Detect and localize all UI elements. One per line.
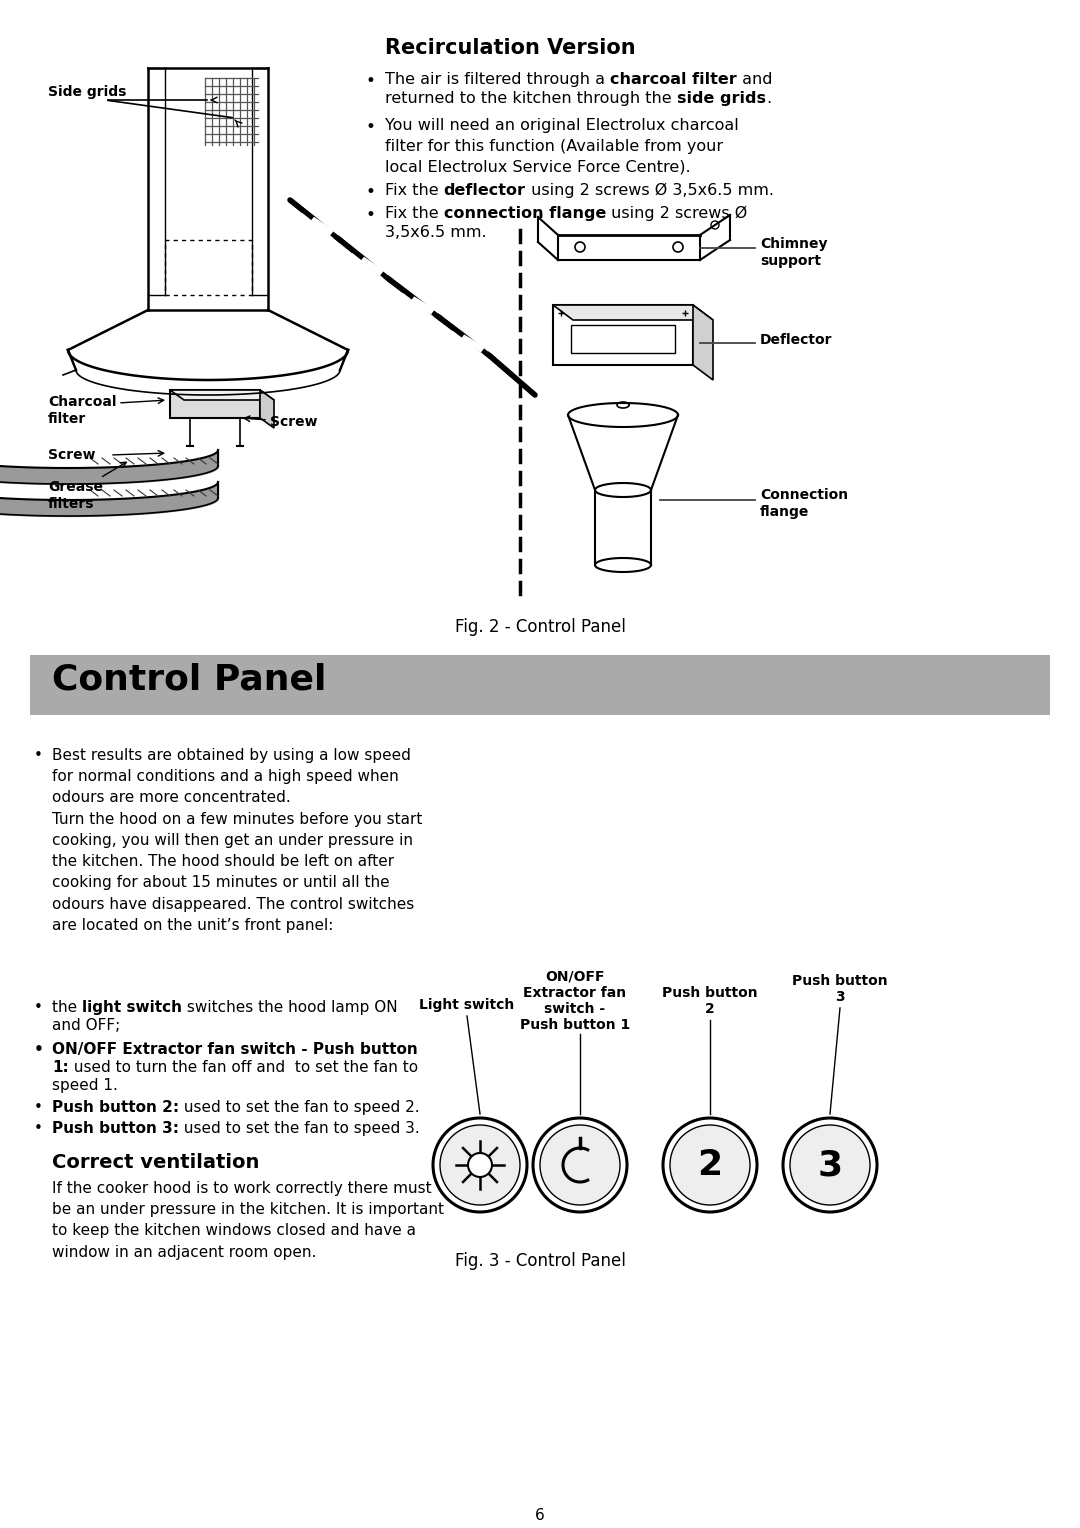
Text: Push button 1: Push button 1: [519, 1018, 630, 1031]
Text: 3,5x6.5 mm.: 3,5x6.5 mm.: [384, 225, 487, 240]
Bar: [571, 325, 675, 353]
Circle shape: [440, 1125, 519, 1206]
Text: 3: 3: [818, 1148, 842, 1183]
Text: Correct ventilation: Correct ventilation: [52, 1154, 259, 1172]
Text: Connection
flange: Connection flange: [760, 487, 848, 520]
Text: used to set the fan to speed 3.: used to set the fan to speed 3.: [179, 1122, 420, 1135]
Text: Push button 3:: Push button 3:: [52, 1122, 179, 1135]
Circle shape: [663, 1118, 757, 1212]
Circle shape: [673, 241, 683, 252]
Text: deflector: deflector: [444, 183, 526, 199]
Text: charcoal filter: charcoal filter: [610, 72, 737, 87]
Text: and: and: [737, 72, 772, 87]
Bar: [170, 390, 260, 419]
Text: side grids: side grids: [677, 92, 766, 105]
Circle shape: [540, 1125, 620, 1206]
Text: Fix the: Fix the: [384, 183, 444, 199]
Text: Fig. 3 - Control Panel: Fig. 3 - Control Panel: [455, 1251, 626, 1270]
Text: 2: 2: [698, 1148, 723, 1183]
Circle shape: [711, 222, 719, 229]
Text: •: •: [33, 749, 43, 762]
Text: used to turn the fan off and  to set the fan to: used to turn the fan off and to set the …: [69, 1060, 418, 1076]
Text: ON/OFF Extractor fan switch - Push button: ON/OFF Extractor fan switch - Push butto…: [52, 1042, 418, 1057]
Text: Fix the: Fix the: [384, 206, 444, 222]
Text: You will need an original Electrolux charcoal
filter for this function (Availabl: You will need an original Electrolux cha…: [384, 118, 739, 176]
Bar: [165, 240, 252, 295]
Text: •: •: [33, 1100, 43, 1115]
Polygon shape: [553, 306, 693, 365]
Text: Light switch: Light switch: [419, 998, 515, 1012]
Text: .: .: [766, 92, 771, 105]
Circle shape: [783, 1118, 877, 1212]
Text: Side grids: Side grids: [48, 86, 126, 99]
Text: Push button: Push button: [662, 986, 758, 999]
Polygon shape: [170, 390, 274, 400]
Text: If the cooker hood is to work correctly there must
be an under pressure in the k: If the cooker hood is to work correctly …: [52, 1181, 444, 1259]
Text: •: •: [365, 118, 375, 136]
Text: Screw: Screw: [48, 448, 95, 461]
Circle shape: [433, 1118, 527, 1212]
Text: speed 1.: speed 1.: [52, 1077, 118, 1093]
Text: and OFF;: and OFF;: [52, 1018, 120, 1033]
Text: the: the: [52, 999, 82, 1015]
Text: used to set the fan to speed 2.: used to set the fan to speed 2.: [179, 1100, 420, 1115]
Text: Control Panel: Control Panel: [52, 663, 326, 697]
Text: 3: 3: [835, 990, 845, 1004]
Text: Grease
filters: Grease filters: [48, 480, 103, 512]
Text: Deflector: Deflector: [760, 333, 833, 347]
Text: switch -: switch -: [544, 1002, 606, 1016]
Circle shape: [534, 1118, 627, 1212]
Text: ON/OFF: ON/OFF: [545, 970, 605, 984]
Text: using 2 screws Ø: using 2 screws Ø: [606, 206, 747, 222]
Text: Push button 2:: Push button 2:: [52, 1100, 179, 1115]
Text: The air is filtered through a: The air is filtered through a: [384, 72, 610, 87]
Circle shape: [789, 1125, 870, 1206]
Bar: [30, 656, 1050, 715]
Text: Fig. 2 - Control Panel: Fig. 2 - Control Panel: [455, 617, 626, 636]
Text: Push button: Push button: [793, 973, 888, 989]
Text: •: •: [33, 1042, 44, 1057]
Text: Extractor fan: Extractor fan: [524, 986, 626, 999]
Circle shape: [670, 1125, 750, 1206]
Text: Chimney
support: Chimney support: [760, 237, 827, 269]
Text: Best results are obtained by using a low speed
for normal conditions and a high : Best results are obtained by using a low…: [52, 749, 422, 934]
Text: returned to the kitchen through the: returned to the kitchen through the: [384, 92, 677, 105]
Text: Charcoal
filter: Charcoal filter: [48, 396, 117, 426]
Circle shape: [575, 241, 585, 252]
Text: •: •: [365, 183, 375, 202]
Text: connection flange: connection flange: [444, 206, 606, 222]
Text: •: •: [365, 72, 375, 90]
Text: using 2 screws Ø 3,5x6.5 mm.: using 2 screws Ø 3,5x6.5 mm.: [526, 183, 773, 199]
Text: light switch: light switch: [82, 999, 183, 1015]
Text: •: •: [365, 206, 375, 225]
Text: •: •: [33, 1122, 43, 1135]
Circle shape: [468, 1154, 492, 1177]
Text: •: •: [33, 999, 43, 1015]
Polygon shape: [693, 306, 713, 380]
Text: 1:: 1:: [52, 1060, 69, 1076]
Polygon shape: [260, 390, 274, 428]
Polygon shape: [553, 306, 713, 319]
Text: 2: 2: [705, 1002, 715, 1016]
Text: switches the hood lamp ON: switches the hood lamp ON: [183, 999, 397, 1015]
Text: Screw: Screw: [270, 416, 318, 429]
Text: Recirculation Version: Recirculation Version: [384, 38, 636, 58]
Text: 6: 6: [535, 1508, 545, 1523]
